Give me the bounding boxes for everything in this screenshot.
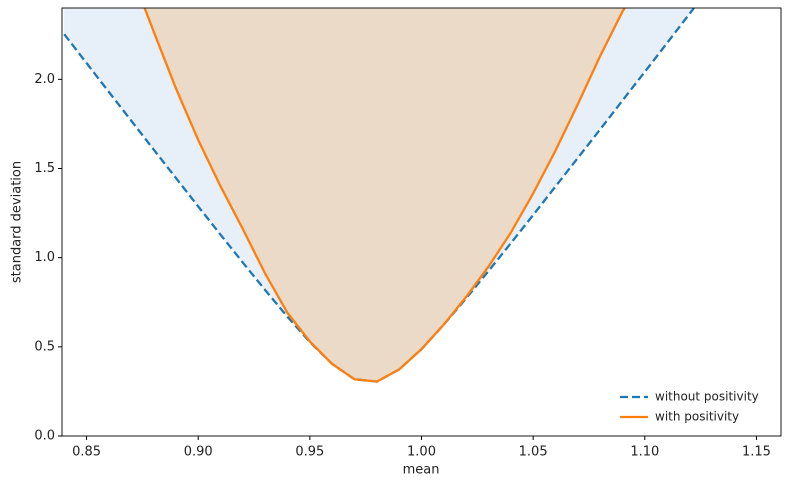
x-tick-label: 1.10 bbox=[630, 445, 659, 460]
y-tick-label: 0.0 bbox=[34, 429, 55, 444]
legend-label: without positivity bbox=[655, 390, 759, 404]
x-tick-label: 0.95 bbox=[295, 445, 324, 460]
y-tick-label: 1.5 bbox=[34, 161, 55, 176]
legend-label: with positivity bbox=[655, 410, 739, 424]
area-fill bbox=[144, 8, 625, 382]
y-tick-label: 1.0 bbox=[34, 250, 55, 265]
x-tick-label: 1.00 bbox=[407, 445, 436, 460]
x-tick-label: 1.05 bbox=[519, 445, 548, 460]
x-tick-label: 1.15 bbox=[742, 445, 771, 460]
plot-area bbox=[63, 8, 695, 383]
y-tick-label: 2.0 bbox=[34, 72, 55, 87]
x-tick-label: 0.85 bbox=[72, 445, 101, 460]
x-axis-label: mean bbox=[403, 463, 440, 478]
x-tick-label: 0.90 bbox=[184, 445, 213, 460]
series-line bbox=[143, 8, 626, 383]
y-tick-label: 0.5 bbox=[34, 339, 55, 354]
y-axis-label: standard deviation bbox=[10, 161, 25, 283]
